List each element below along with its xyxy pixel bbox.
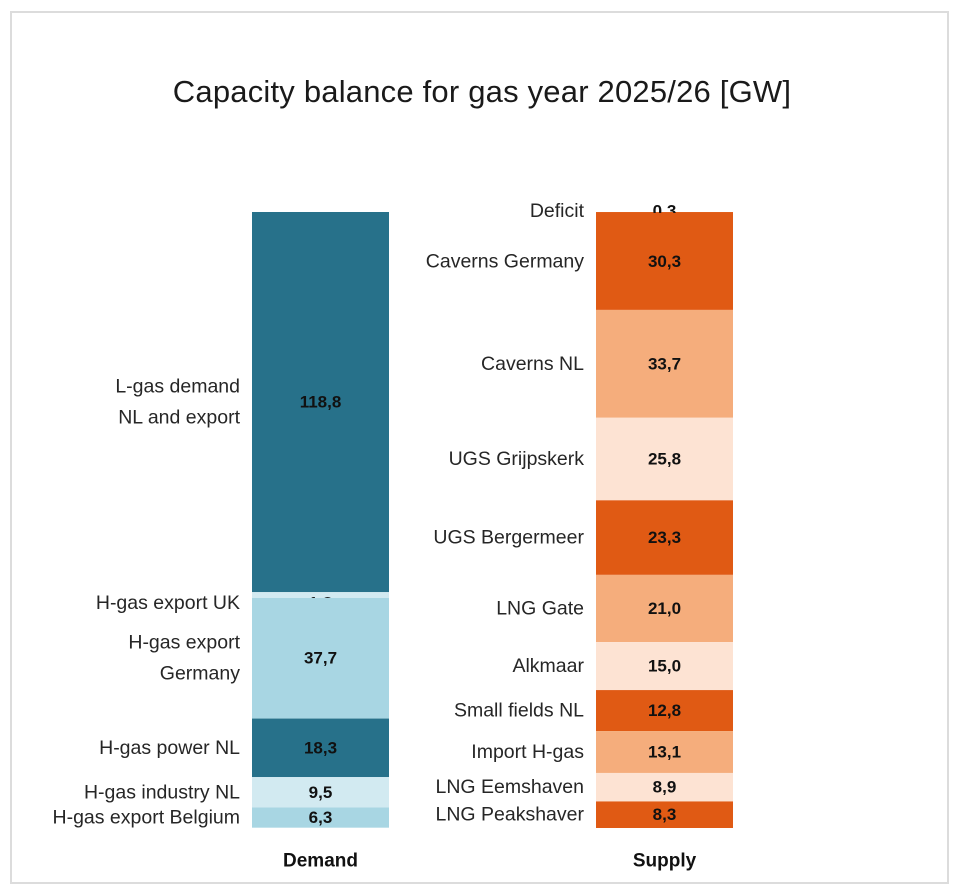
category-label-import-h-gas: Import H-gas: [471, 741, 584, 763]
category-label-lng-gate: LNG Gate: [496, 597, 584, 619]
category-label-caverns-germany: Caverns Germany: [426, 250, 584, 272]
category-label-deficit: Deficit: [530, 200, 585, 222]
bar-segment-alkmaar: [596, 642, 733, 691]
data-label-alkmaar: 15,0: [648, 657, 681, 676]
bar-segment-h-gas-export-uk: [252, 592, 389, 598]
chart-title: Capacity balance for gas year 2025/26 [G…: [172, 74, 792, 109]
category-label-lng-peakshaver: LNG Peakshaver: [436, 804, 585, 826]
bar-segment-lng-gate: [596, 574, 733, 643]
bar-segment-h-gas-industry-nl: [252, 777, 389, 808]
bar-segment-deficit: [596, 212, 733, 213]
category-label-h-gas-power-nl: H-gas power NL: [99, 737, 240, 759]
data-label-small-fields-nl: 12,8: [648, 701, 681, 720]
category-label-h-gas-industry-nl: H-gas industry NL: [84, 781, 240, 803]
category-label-caverns-nl: Caverns NL: [481, 353, 584, 375]
category-label-ugs-bergermeer: UGS Bergermeer: [433, 527, 584, 549]
data-label-ugs-grijpskerk: 25,8: [648, 450, 681, 469]
category-label-l-gas-demand-nl-and-export: L-gas demand NL and export: [115, 376, 240, 429]
category-label-ugs-grijpskerk: UGS Grijpskerk: [449, 448, 585, 470]
data-label-lng-eemshaven: 8,9: [653, 778, 677, 797]
data-label-h-gas-export-belgium: 6,3: [309, 808, 333, 827]
bar-segment-h-gas-power-nl: [252, 718, 389, 778]
bar-segment-caverns-nl: [596, 309, 733, 418]
data-label-lng-gate: 21,0: [648, 599, 681, 618]
bar-segment-h-gas-export-belgium: [252, 807, 389, 828]
data-label-import-h-gas: 13,1: [648, 743, 681, 762]
category-label-h-gas-export-belgium: H-gas export Belgium: [53, 807, 241, 829]
bar-segment-lng-eemshaven: [596, 772, 733, 802]
bar-segment-ugs-grijpskerk: [596, 417, 733, 501]
bar-segment-l-gas-demand-nl-and-export: [252, 212, 389, 593]
data-label-caverns-germany: 30,3: [648, 252, 681, 271]
bar-segment-h-gas-export-germany: [252, 597, 389, 719]
category-label-alkmaar: Alkmaar: [512, 655, 584, 677]
category-label-small-fields-nl: Small fields NL: [454, 700, 584, 722]
chart-frame: [10, 11, 949, 884]
category-label-lng-eemshaven: LNG Eemshaven: [436, 776, 585, 798]
data-label-lng-peakshaver: 8,3: [653, 805, 677, 824]
bar-segment-lng-peakshaver: [596, 801, 733, 828]
data-label-l-gas-demand-nl-and-export: 118,8: [300, 393, 342, 412]
x-tick-label-supply: Supply: [633, 851, 697, 872]
bar-segment-import-h-gas: [596, 731, 733, 773]
data-label-caverns-nl: 33,7: [648, 354, 681, 373]
category-label-h-gas-export-germany: H-gas export Germany: [128, 632, 240, 685]
data-label-h-gas-industry-nl: 9,5: [309, 783, 333, 802]
x-tick-label-demand: Demand: [283, 851, 358, 872]
bar-segment-small-fields-nl: [596, 690, 733, 732]
category-label-h-gas-export-uk: H-gas export UK: [96, 592, 240, 614]
data-label-h-gas-power-nl: 18,3: [304, 738, 337, 757]
bar-segment-caverns-germany: [596, 212, 733, 310]
data-label-h-gas-export-germany: 37,7: [304, 649, 337, 668]
data-label-ugs-bergermeer: 23,3: [648, 528, 681, 547]
bar-segment-ugs-bergermeer: [596, 500, 733, 575]
